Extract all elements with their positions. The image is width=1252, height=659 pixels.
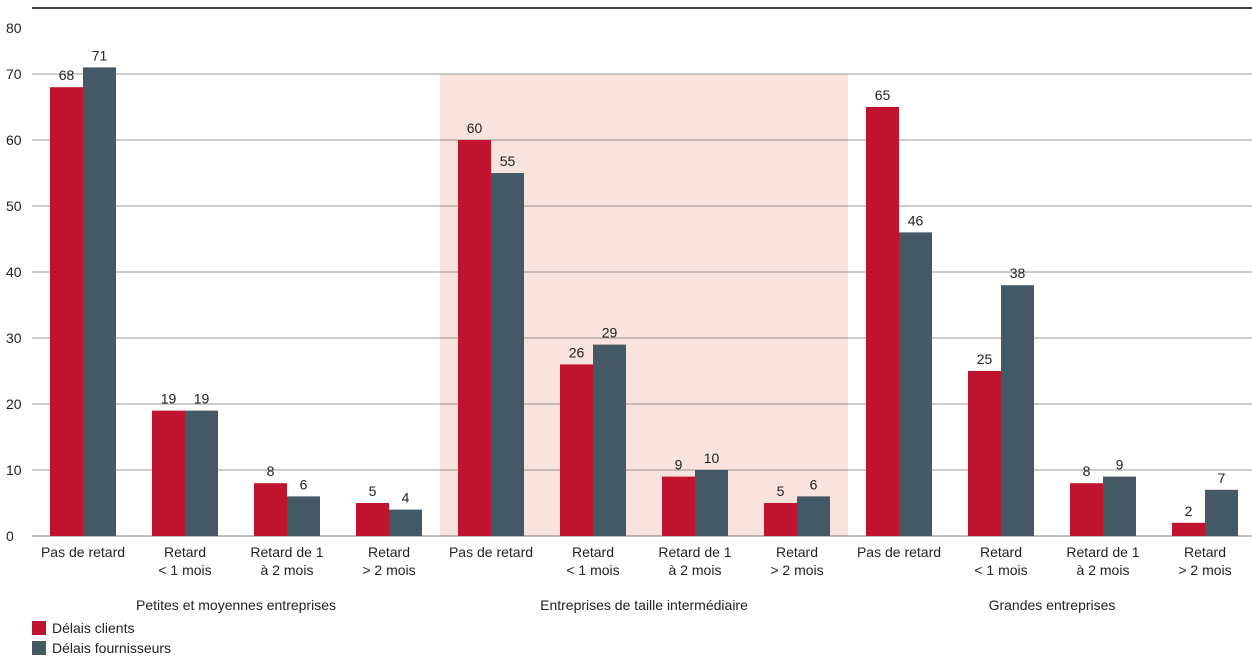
y-tick-label: 0 bbox=[6, 528, 14, 544]
data-label-fournisseurs: 19 bbox=[194, 391, 210, 407]
data-label-clients: 9 bbox=[675, 457, 683, 473]
data-label-fournisseurs: 71 bbox=[92, 47, 108, 63]
data-label-fournisseurs: 6 bbox=[810, 476, 818, 492]
bar-clients bbox=[458, 140, 491, 536]
x-category-label: Pas de retard bbox=[857, 544, 941, 560]
bar-fournisseurs bbox=[797, 496, 830, 536]
bar-fournisseurs bbox=[1001, 285, 1034, 536]
x-category-label: < 1 mois bbox=[158, 562, 211, 578]
x-category-label: Retard de 1 bbox=[658, 544, 731, 560]
legend-item-clients: Délais clients bbox=[32, 618, 171, 638]
y-tick-label: 50 bbox=[6, 198, 22, 214]
data-label-clients: 8 bbox=[267, 463, 275, 479]
bar-clients bbox=[968, 371, 1001, 536]
x-category-label: Pas de retard bbox=[41, 544, 125, 560]
x-category-label: > 2 mois bbox=[1178, 562, 1231, 578]
bar-fournisseurs bbox=[491, 173, 524, 536]
bar-clients bbox=[356, 503, 389, 536]
data-label-fournisseurs: 7 bbox=[1218, 470, 1226, 486]
data-label-clients: 65 bbox=[875, 87, 891, 103]
bar-clients bbox=[560, 364, 593, 536]
group-label: Entreprises de taille intermédiaire bbox=[540, 597, 748, 613]
x-category-label: Retard bbox=[368, 544, 410, 560]
bar-fournisseurs bbox=[1205, 489, 1238, 536]
x-category-label: Retard de 1 bbox=[1066, 544, 1139, 560]
data-label-clients: 2 bbox=[1185, 503, 1193, 519]
bar-clients bbox=[866, 107, 899, 536]
data-label-fournisseurs: 10 bbox=[704, 450, 720, 466]
legend-label-fournisseurs: Délais fournisseurs bbox=[52, 640, 172, 656]
y-tick-label: 10 bbox=[6, 462, 22, 478]
x-category-label: Retard bbox=[980, 544, 1022, 560]
y-tick-label: 60 bbox=[6, 132, 22, 148]
bar-clients bbox=[50, 87, 83, 536]
x-category-label: Retard bbox=[1184, 544, 1226, 560]
bar-clients bbox=[662, 476, 695, 536]
legend-label-clients: Délais clients bbox=[52, 620, 135, 636]
x-category-label: Retard bbox=[776, 544, 818, 560]
data-label-clients: 60 bbox=[467, 120, 483, 136]
data-label-clients: 8 bbox=[1083, 463, 1091, 479]
data-label-clients: 19 bbox=[161, 391, 177, 407]
data-label-fournisseurs: 29 bbox=[602, 325, 618, 341]
y-tick-label: 30 bbox=[6, 330, 22, 346]
data-label-fournisseurs: 9 bbox=[1116, 457, 1124, 473]
bar-clients bbox=[1070, 483, 1103, 536]
bar-clients bbox=[152, 410, 185, 536]
x-category-label: Retard bbox=[164, 544, 206, 560]
data-label-fournisseurs: 46 bbox=[908, 212, 924, 228]
x-category-label: < 1 mois bbox=[974, 562, 1027, 578]
data-label-fournisseurs: 38 bbox=[1010, 265, 1026, 281]
y-tick-label: 70 bbox=[6, 66, 22, 82]
data-label-clients: 5 bbox=[777, 483, 785, 499]
data-label-clients: 5 bbox=[369, 483, 377, 499]
bar-fournisseurs bbox=[389, 509, 422, 536]
legend: Délais clients Délais fournisseurs bbox=[32, 618, 171, 658]
x-category-label: > 2 mois bbox=[362, 562, 415, 578]
x-category-label: à 2 mois bbox=[261, 562, 314, 578]
data-label-clients: 68 bbox=[59, 67, 75, 83]
x-category-label: Retard de 1 bbox=[250, 544, 323, 560]
data-label-fournisseurs: 6 bbox=[300, 476, 308, 492]
bar-fournisseurs bbox=[287, 496, 320, 536]
bar-fournisseurs bbox=[1103, 476, 1136, 536]
bar-fournisseurs bbox=[185, 410, 218, 536]
bar-clients bbox=[254, 483, 287, 536]
bar-clients bbox=[764, 503, 797, 536]
x-category-label: à 2 mois bbox=[1077, 562, 1130, 578]
x-category-label: Retard bbox=[572, 544, 614, 560]
x-category-label: > 2 mois bbox=[770, 562, 823, 578]
bar-clients bbox=[1172, 522, 1205, 536]
data-label-fournisseurs: 55 bbox=[500, 153, 516, 169]
data-label-fournisseurs: 4 bbox=[402, 490, 410, 506]
x-category-label: Pas de retard bbox=[449, 544, 533, 560]
legend-item-fournisseurs: Délais fournisseurs bbox=[32, 638, 171, 658]
x-category-label: à 2 mois bbox=[669, 562, 722, 578]
bar-fournisseurs bbox=[899, 232, 932, 536]
legend-swatch-fournisseurs bbox=[32, 641, 46, 655]
y-tick-label: 20 bbox=[6, 396, 22, 412]
group-label: Petites et moyennes entreprises bbox=[136, 597, 336, 613]
legend-swatch-clients bbox=[32, 621, 46, 635]
y-tick-label: 80 bbox=[6, 20, 22, 36]
y-tick-label: 40 bbox=[6, 264, 22, 280]
bar-fournisseurs bbox=[695, 470, 728, 536]
bar-fournisseurs bbox=[593, 344, 626, 536]
x-category-label: < 1 mois bbox=[566, 562, 619, 578]
data-label-clients: 25 bbox=[977, 351, 993, 367]
group-label: Grandes entreprises bbox=[989, 597, 1116, 613]
data-label-clients: 26 bbox=[569, 344, 585, 360]
bar-fournisseurs bbox=[83, 67, 116, 537]
